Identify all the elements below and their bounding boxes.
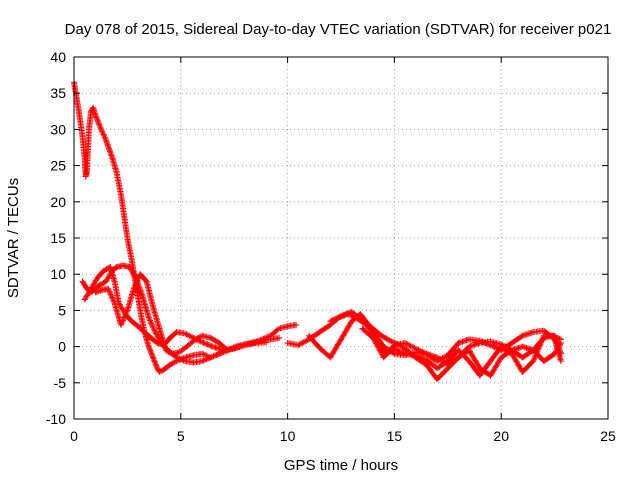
data-points — [71, 79, 564, 383]
series-markers — [327, 308, 564, 365]
y-tick-label: 30 — [50, 121, 66, 137]
y-tick-label: 10 — [50, 266, 66, 282]
y-tick-label: 25 — [50, 158, 66, 174]
x-tick-label: 20 — [493, 428, 509, 444]
y-tick-label: 40 — [50, 49, 66, 65]
series-markers — [359, 325, 564, 379]
y-tick-label: -5 — [54, 375, 67, 391]
series-track-7 — [327, 308, 564, 365]
y-tick-label: 15 — [50, 230, 66, 246]
x-tick-label: 5 — [177, 428, 185, 444]
chart-title: Day 078 of 2015, Sidereal Day-to-day VTE… — [65, 21, 612, 38]
tick-labels: 0 5 10 15 20 25 -10 -5 0 5 10 15 20 25 30 35 40 — [46, 49, 616, 444]
y-tick-label: -10 — [46, 411, 66, 427]
y-axis-label: SDTVAR / TECUs — [5, 178, 22, 298]
y-tick-label: 35 — [50, 85, 66, 101]
y-tick-label: 20 — [50, 194, 66, 210]
series-markers — [71, 79, 300, 375]
x-tick-label: 15 — [387, 428, 403, 444]
x-tick-label: 0 — [70, 428, 78, 444]
x-tick-label: 10 — [280, 428, 296, 444]
y-tick-label: 0 — [58, 339, 66, 355]
grid-lines — [74, 57, 608, 419]
series-track-8 — [359, 325, 564, 379]
series-track-1 — [71, 79, 300, 375]
series-track-4 — [92, 271, 231, 357]
x-axis-label: GPS time / hours — [284, 457, 398, 474]
axis-ticks — [73, 56, 609, 420]
x-tick-label: 25 — [600, 428, 616, 444]
y-tick-label: 5 — [58, 302, 66, 318]
series-markers — [92, 271, 231, 357]
